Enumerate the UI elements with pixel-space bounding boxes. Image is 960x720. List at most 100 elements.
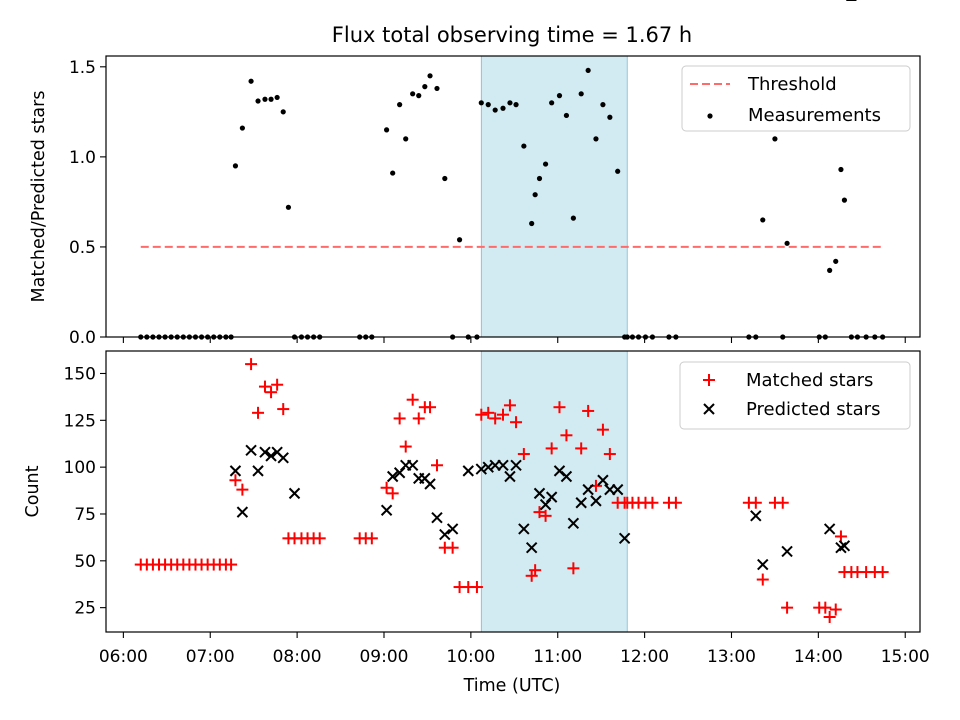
- matched-star-point: [236, 483, 249, 496]
- predicted-star-point: [482, 461, 494, 473]
- measurement-point: [521, 143, 527, 149]
- x-axis-label: Time (UTC): [463, 676, 561, 696]
- matched-star-point: [876, 566, 889, 579]
- measurement-point: [285, 204, 292, 210]
- predicted-star-point: [582, 483, 594, 496]
- predicted-star-point: [288, 487, 301, 500]
- measurement-point: [416, 93, 422, 99]
- predicted-star-point: [259, 446, 271, 458]
- matched-star-point: [475, 408, 488, 421]
- measurement-point: [615, 168, 621, 174]
- measurement-point: [563, 112, 570, 119]
- predicted-star-point: [590, 495, 602, 507]
- x-tick-label: 12:00: [620, 647, 669, 667]
- predicted-star-point: [545, 491, 558, 503]
- predicted-star-point: [277, 452, 289, 464]
- predicted-star-point: [518, 523, 530, 535]
- matched-star-point: [646, 496, 659, 509]
- y-tick-label: 1.0: [69, 148, 96, 168]
- legend-measurements-label: Measurements: [748, 105, 881, 126]
- predicted-star-point: [504, 470, 516, 483]
- predicted-star-point: [431, 512, 443, 524]
- y-tick-label: 150: [64, 364, 96, 384]
- predicted-star-point: [838, 540, 851, 552]
- matched-star-point: [560, 429, 573, 442]
- predicted-star-point: [618, 532, 631, 545]
- measurement-point: [513, 102, 519, 108]
- matched-star-point: [669, 496, 682, 509]
- matched-star-point: [776, 496, 789, 509]
- measurement-point: [434, 85, 440, 92]
- measurement-point: [784, 240, 790, 246]
- matched-star-point: [756, 573, 769, 586]
- matched-star-point: [252, 406, 265, 419]
- bottom-panel-frame: [105, 350, 921, 633]
- measurement-point: [492, 107, 498, 113]
- legend-predicted-label: Predicted stars: [746, 399, 880, 420]
- matched-star-point: [380, 481, 393, 494]
- y-tick-label: 25: [74, 599, 96, 619]
- measurement-point: [760, 217, 766, 223]
- matched-star-point: [399, 440, 412, 453]
- y-tick-label: 0.0: [69, 328, 96, 348]
- predicted-star-point: [439, 528, 451, 541]
- measurement-point: [578, 91, 584, 97]
- predicted-star-point: [750, 510, 762, 522]
- legend-threshold-label: Threshold: [747, 74, 837, 95]
- x-tick-label: 15:00: [881, 647, 930, 667]
- measurement-point: [403, 136, 409, 142]
- measurement-point: [274, 94, 280, 101]
- top-panel-ylabel: Matched/Predicted stars: [29, 91, 49, 303]
- predicted-star-point: [823, 523, 836, 535]
- matched-star-point: [553, 401, 566, 414]
- x-tick-label: 08:00: [273, 647, 322, 667]
- matched-star-point: [225, 558, 238, 571]
- measurement-point: [532, 192, 538, 198]
- matched-star-point: [406, 393, 419, 406]
- measurement-point: [442, 175, 448, 182]
- matched-star-point: [781, 601, 794, 614]
- measurement-point: [838, 166, 844, 173]
- predicted-star-point: [229, 465, 242, 477]
- measurement-point: [833, 258, 839, 264]
- bottom-panel-ylabel: Count: [23, 465, 43, 517]
- x-tick-label: 14:00: [794, 647, 843, 667]
- top-panel-frame: [105, 55, 921, 338]
- measurement-point: [772, 136, 778, 142]
- x-tick-label: 13:00: [707, 647, 756, 667]
- matched-star-point: [258, 380, 271, 393]
- matched-star-point: [470, 581, 483, 594]
- predicted-star-point: [597, 474, 609, 486]
- predicted-star-point: [525, 541, 538, 554]
- measurement-point: [239, 125, 245, 131]
- measurement-point: [422, 84, 428, 90]
- matched-star-point: [510, 416, 523, 429]
- y-tick-label: 0.5: [69, 238, 96, 258]
- predicted-star-point: [497, 459, 509, 471]
- measurement-point: [542, 161, 549, 167]
- matched-star-point: [489, 412, 502, 425]
- predicted-star-point: [835, 541, 847, 554]
- predicted-star-point: [611, 483, 624, 496]
- matched-star-point: [529, 564, 542, 577]
- measurement-point: [248, 78, 254, 84]
- measurement-point: [280, 109, 286, 115]
- measurement-point: [549, 100, 555, 106]
- matched-star-point: [823, 611, 836, 624]
- matched-star-point: [482, 406, 495, 419]
- predicted-star-point: [446, 523, 459, 535]
- measurement-point: [600, 102, 606, 108]
- matched-star-point: [393, 412, 406, 425]
- matched-star-point: [424, 401, 437, 414]
- matched-star-point: [446, 541, 459, 554]
- measurement-point: [478, 100, 484, 106]
- matched-star-point: [277, 403, 290, 416]
- matched-star-point: [365, 532, 378, 545]
- predicted-star-point: [510, 459, 522, 471]
- measurement-point: [570, 215, 576, 221]
- matched-star-point: [533, 506, 546, 519]
- bottom-panel-legend: Matched stars Predicted stars: [679, 361, 911, 430]
- matched-star-point: [539, 509, 552, 522]
- top-panel-shaded-interval: [480, 55, 628, 338]
